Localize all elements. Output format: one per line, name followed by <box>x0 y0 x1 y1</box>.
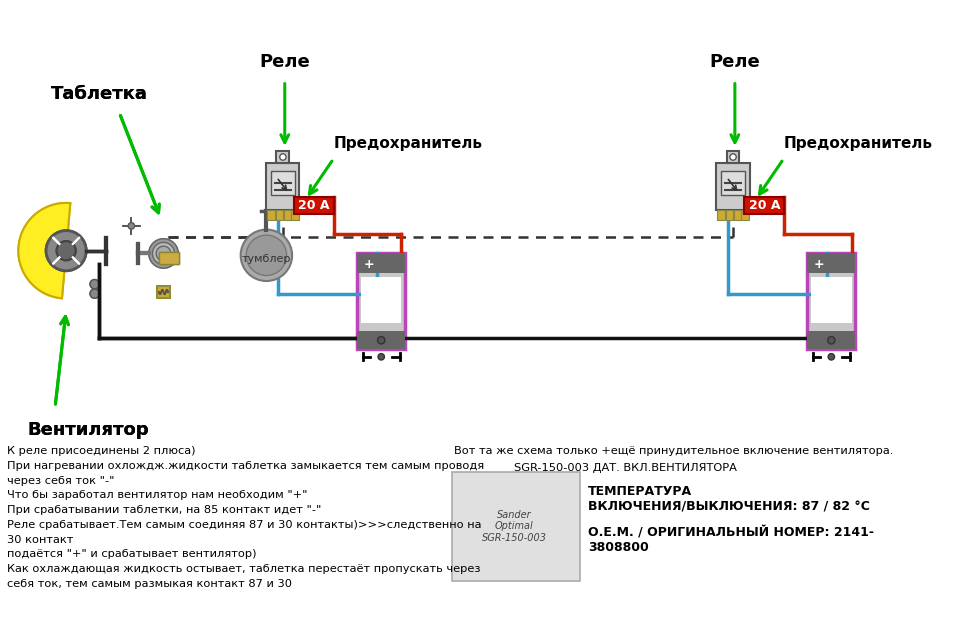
FancyBboxPatch shape <box>361 277 401 323</box>
Text: SGR-150-003 ДАТ. ВКЛ.ВЕНТИЛЯТОРА: SGR-150-003 ДАТ. ВКЛ.ВЕНТИЛЯТОРА <box>515 463 737 473</box>
Circle shape <box>90 289 99 298</box>
Circle shape <box>46 231 86 271</box>
Text: тумблер: тумблер <box>242 254 291 264</box>
Text: 20 А: 20 А <box>749 199 780 212</box>
Circle shape <box>828 353 834 360</box>
FancyBboxPatch shape <box>159 251 180 265</box>
FancyBboxPatch shape <box>744 197 784 214</box>
Text: Предохранитель: Предохранитель <box>333 136 483 151</box>
Text: Вентилятор: Вентилятор <box>28 421 149 438</box>
FancyBboxPatch shape <box>284 210 291 220</box>
Circle shape <box>378 353 384 360</box>
Circle shape <box>90 289 99 298</box>
FancyBboxPatch shape <box>452 472 580 581</box>
Circle shape <box>90 280 99 289</box>
FancyBboxPatch shape <box>721 171 745 195</box>
Circle shape <box>377 336 385 344</box>
Polygon shape <box>18 203 70 298</box>
Text: Реле: Реле <box>709 53 760 71</box>
Text: Реле срабатывает.Тем самым соединяя 87 и 30 контакты)>>>следственно на: Реле срабатывает.Тем самым соединяя 87 и… <box>8 520 482 530</box>
Text: О.Е.М. / ОРИГИНАЛЬНЫЙ НОМЕР: 2141-: О.Е.М. / ОРИГИНАЛЬНЫЙ НОМЕР: 2141- <box>588 526 874 539</box>
Text: +: + <box>814 258 825 270</box>
Circle shape <box>149 239 179 268</box>
Text: 20 А: 20 А <box>299 199 330 212</box>
Text: себя ток, тем самым размыкая контакт 87 и 30: себя ток, тем самым размыкая контакт 87 … <box>8 578 293 588</box>
FancyBboxPatch shape <box>717 210 725 220</box>
Circle shape <box>128 222 134 229</box>
FancyBboxPatch shape <box>271 171 295 195</box>
FancyBboxPatch shape <box>734 210 741 220</box>
FancyBboxPatch shape <box>159 251 180 265</box>
Circle shape <box>241 229 292 281</box>
FancyBboxPatch shape <box>741 210 749 220</box>
Circle shape <box>57 241 76 260</box>
Text: При срабатывании таблетки, на 85 контакт идет "-": При срабатывании таблетки, на 85 контакт… <box>8 505 322 515</box>
Circle shape <box>828 336 835 344</box>
Circle shape <box>57 241 76 260</box>
FancyBboxPatch shape <box>357 253 405 273</box>
Text: +: + <box>364 258 374 270</box>
FancyBboxPatch shape <box>157 285 170 299</box>
Text: через себя ток "-": через себя ток "-" <box>8 476 115 486</box>
FancyBboxPatch shape <box>276 210 283 220</box>
Circle shape <box>153 243 175 265</box>
Circle shape <box>128 222 134 229</box>
FancyBboxPatch shape <box>267 210 275 220</box>
FancyBboxPatch shape <box>266 163 300 210</box>
Text: При нагревании охлождж.жидкости таблетка замыкается тем самым проводя: При нагревании охлождж.жидкости таблетка… <box>8 461 485 471</box>
FancyBboxPatch shape <box>727 151 739 163</box>
FancyBboxPatch shape <box>716 163 750 210</box>
Circle shape <box>246 235 287 275</box>
Polygon shape <box>18 203 70 298</box>
Circle shape <box>46 231 86 271</box>
FancyBboxPatch shape <box>294 197 334 214</box>
FancyBboxPatch shape <box>807 331 855 350</box>
Text: Вот та же схема только +ещё принудительное включение вентилятора.: Вот та же схема только +ещё принудительн… <box>454 447 893 456</box>
Text: Sander
Optimal
SGR-150-003: Sander Optimal SGR-150-003 <box>482 510 547 543</box>
Circle shape <box>153 243 175 265</box>
FancyBboxPatch shape <box>807 253 855 273</box>
Circle shape <box>156 246 171 261</box>
FancyBboxPatch shape <box>357 253 405 350</box>
Text: 30 контакт: 30 контакт <box>8 534 74 544</box>
Text: 3808800: 3808800 <box>588 541 649 554</box>
Text: Реле: Реле <box>259 53 310 71</box>
Text: подаётся "+" и срабатывает вентилятор): подаётся "+" и срабатывает вентилятор) <box>8 549 257 559</box>
FancyBboxPatch shape <box>807 253 855 350</box>
FancyBboxPatch shape <box>726 210 733 220</box>
Circle shape <box>279 154 286 160</box>
Text: Таблетка: Таблетка <box>51 85 148 103</box>
Circle shape <box>90 280 99 289</box>
Text: К реле присоединены 2 плюса): К реле присоединены 2 плюса) <box>8 447 196 456</box>
FancyBboxPatch shape <box>157 285 170 299</box>
Text: ТЕМПЕРАТУРА: ТЕМПЕРАТУРА <box>588 485 692 498</box>
FancyBboxPatch shape <box>291 210 299 220</box>
Text: Предохранитель: Предохранитель <box>783 136 932 151</box>
FancyBboxPatch shape <box>811 277 852 323</box>
Text: Таблетка: Таблетка <box>51 85 148 103</box>
FancyBboxPatch shape <box>357 331 405 350</box>
Circle shape <box>730 154 736 160</box>
Text: Что бы заработал вентилятор нам необходим "+": Что бы заработал вентилятор нам необходи… <box>8 490 308 500</box>
FancyBboxPatch shape <box>276 151 289 163</box>
Text: ВКЛЮЧЕНИЯ/ВЫКЛЮЧЕНИЯ: 87 / 82 °С: ВКЛЮЧЕНИЯ/ВЫКЛЮЧЕНИЯ: 87 / 82 °С <box>588 501 870 513</box>
Circle shape <box>149 239 179 268</box>
Text: Как охлаждающая жидкость остывает, таблетка перестаёт пропускать через: Как охлаждающая жидкость остывает, табле… <box>8 564 481 574</box>
Text: Вентилятор: Вентилятор <box>28 421 149 438</box>
Circle shape <box>156 246 171 261</box>
